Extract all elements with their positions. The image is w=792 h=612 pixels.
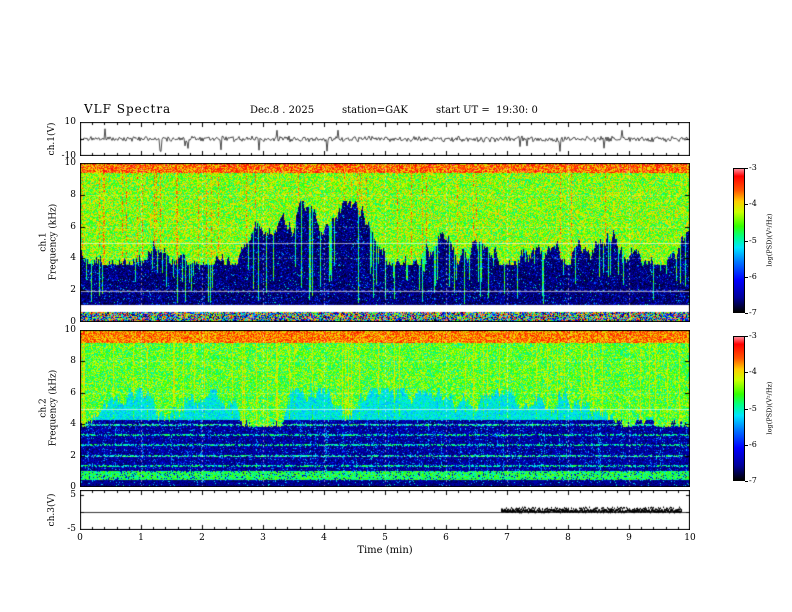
y-tick-label: 4: [70, 419, 76, 430]
colorbar-tick: [745, 168, 748, 169]
colorbar-tick-label: -7: [749, 476, 757, 485]
colorbar2-label: log(PSD)(V²/Hz): [765, 381, 774, 435]
y-tick-label: -5: [67, 524, 76, 534]
y-tick-label: 10: [64, 158, 76, 168]
colorbar-tick-label: -7: [749, 308, 757, 317]
colorbar-tick-label: -4: [749, 199, 757, 209]
colorbar-tick-label: -6: [749, 439, 757, 449]
y-tick-label: 2: [70, 285, 76, 296]
page-title: VLF Spectra: [84, 102, 172, 116]
y-tick-label: 8: [70, 356, 76, 367]
header-station: station=GAK: [342, 105, 408, 116]
header-start-ut: start UT = 19:30: 0: [436, 105, 538, 116]
colorbar-tick-label: -4: [749, 367, 757, 377]
colorbar-tick: [745, 409, 748, 410]
colorbar-tick-label: -5: [749, 403, 757, 413]
y-tick-label: 5: [70, 490, 76, 500]
y-tick-label: 0: [70, 317, 76, 327]
colorbar-tick: [745, 481, 748, 482]
y-axis-label-spec2-channel: ch.2: [38, 398, 49, 418]
x-tick-label: 9: [626, 533, 632, 543]
colorbar-tick: [745, 204, 748, 205]
colorbar-tick-label: -3: [749, 163, 757, 172]
x-tick-label: 0: [77, 533, 83, 543]
x-tick-label: 5: [382, 533, 388, 543]
colorbar-tick-label: -5: [749, 235, 757, 245]
colorbar-tick: [745, 277, 748, 278]
colorbar-ch1: [733, 168, 745, 313]
y-tick-label: 10: [64, 325, 76, 335]
y-tick-label: 6: [70, 221, 76, 232]
header-date: Dec.8 . 2025: [250, 105, 315, 116]
x-tick-label: 4: [321, 533, 327, 543]
x-tick-label: 2: [199, 533, 205, 543]
x-tick-label: 6: [443, 533, 449, 543]
x-tick-label: 1: [138, 533, 144, 543]
y-axis-label-spec1-channel: ch.1: [38, 232, 49, 252]
x-axis-title: Time (min): [357, 545, 413, 556]
colorbar-tick: [745, 372, 748, 373]
x-tick-label: 7: [504, 533, 510, 543]
y-tick-label: 2: [70, 450, 76, 461]
y-tick-label: 4: [70, 253, 76, 264]
colorbar-tick-label: -3: [749, 331, 757, 340]
colorbar-tick: [745, 241, 748, 242]
y-tick-label: 0: [70, 482, 76, 492]
y-tick-label: -10: [61, 151, 77, 161]
x-tick-label: 8: [565, 533, 571, 543]
ch1-waveform-panel: [80, 122, 690, 156]
y-tick-label: 10: [64, 117, 76, 127]
y-axis-label-spec1-axis: Frequency (kHz): [49, 203, 59, 281]
y-axis-label-spec2-axis: Frequency (kHz): [49, 369, 59, 447]
colorbar-tick: [745, 336, 748, 337]
y-tick-label: 8: [70, 189, 76, 200]
colorbar-ch2: [733, 336, 745, 481]
colorbar1-label: log(PSD)(V²/Hz): [765, 213, 774, 267]
x-tick-label: 3: [260, 533, 266, 543]
y-axis-label-spec2: ch.2 Frequency (kHz): [39, 370, 60, 447]
x-tick-label: 10: [684, 533, 696, 543]
ch1-spectrogram-panel: [80, 163, 690, 322]
colorbar-tick: [745, 445, 748, 446]
ch3-waveform-panel: [80, 490, 690, 530]
y-axis-label-spec1: ch.1 Frequency (kHz): [39, 204, 60, 281]
y-tick-label: 6: [70, 387, 76, 398]
colorbar-tick: [745, 313, 748, 314]
ch2-spectrogram-panel: [80, 330, 690, 487]
colorbar-tick-label: -6: [749, 271, 757, 281]
